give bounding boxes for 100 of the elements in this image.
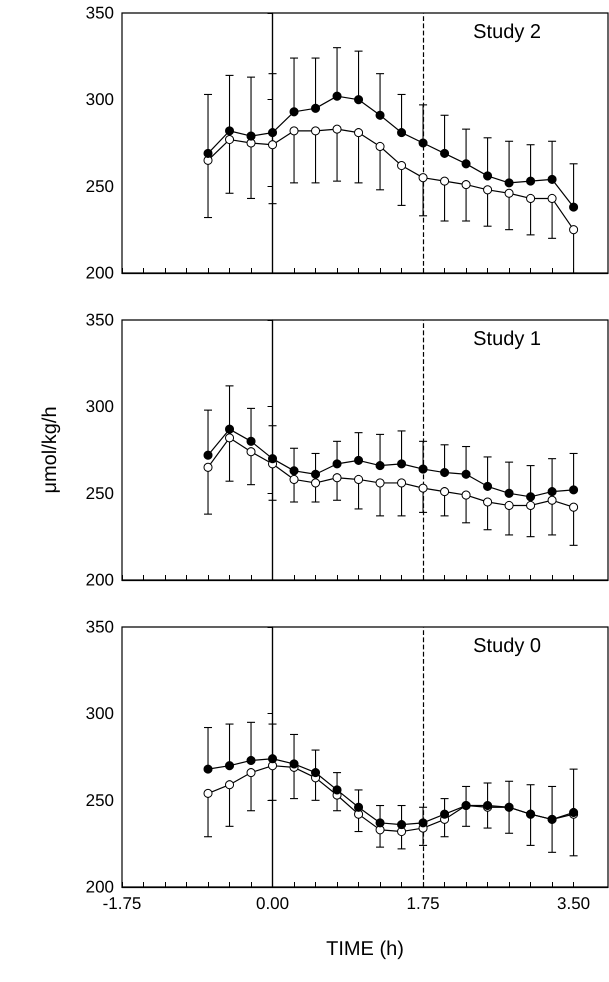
x-tick-label: -1.75 [102, 894, 142, 913]
point [440, 176, 450, 186]
point [332, 473, 342, 482]
y-tick-label: 300 [86, 704, 114, 724]
point [246, 447, 256, 456]
point [354, 128, 364, 138]
y-tick-label: 350 [86, 4, 114, 22]
y-tick-label: 300 [86, 397, 114, 416]
point [548, 487, 557, 496]
point [418, 818, 428, 828]
point [504, 188, 514, 198]
point [526, 176, 536, 186]
point [268, 140, 278, 150]
point [418, 484, 428, 493]
point [376, 110, 385, 120]
point [290, 466, 299, 476]
point [376, 818, 385, 828]
point [354, 802, 364, 812]
x-tick-label: 1.75 [406, 894, 440, 913]
point [311, 126, 320, 136]
point [332, 459, 342, 468]
point [483, 171, 492, 180]
y-axis-title: μmol/kg/h [39, 406, 61, 494]
point [268, 128, 278, 138]
point [548, 194, 557, 203]
point [332, 92, 342, 101]
x-tick-label: 0.00 [256, 894, 290, 913]
point [462, 180, 471, 190]
point [397, 820, 406, 830]
point [225, 424, 234, 434]
point [548, 174, 557, 184]
point [204, 148, 213, 158]
point [440, 148, 450, 158]
point [526, 194, 536, 203]
point [290, 126, 299, 136]
point [462, 470, 471, 479]
point [526, 500, 536, 510]
point [440, 468, 450, 478]
point [418, 138, 428, 148]
point [311, 470, 320, 479]
annotation: Study 2 [473, 21, 542, 43]
point [483, 498, 492, 506]
y-tick-label: 200 [86, 570, 114, 590]
point [440, 810, 450, 819]
y-tick-label: 200 [86, 264, 114, 282]
y-tick-label: 350 [86, 310, 114, 330]
point [290, 107, 299, 116]
point [332, 124, 342, 134]
point [204, 450, 213, 460]
point [462, 159, 471, 168]
point [548, 496, 557, 505]
point [311, 478, 320, 488]
annotation: Study 1 [473, 328, 542, 350]
y-tick-label: 200 [86, 878, 114, 896]
point [246, 756, 256, 765]
point [204, 788, 213, 798]
point [397, 459, 406, 468]
y-tick-label: 250 [86, 790, 114, 810]
point [376, 461, 385, 470]
x-tick-label: 3.50 [557, 894, 590, 913]
point [569, 225, 578, 234]
point [418, 464, 428, 474]
point [246, 436, 256, 446]
point [376, 142, 385, 151]
point [311, 104, 320, 113]
point [526, 492, 536, 502]
point [332, 785, 342, 794]
point [354, 95, 364, 104]
point [397, 128, 406, 138]
point [418, 173, 428, 182]
point [504, 488, 514, 498]
point [268, 454, 278, 464]
point [504, 500, 514, 510]
point [504, 178, 514, 188]
point [268, 754, 278, 764]
point [246, 132, 256, 141]
annotation: Study 0 [473, 635, 542, 657]
point [290, 474, 299, 484]
y-tick-label: 350 [86, 618, 114, 636]
point [225, 780, 234, 790]
point [569, 485, 578, 494]
point [225, 433, 234, 442]
y-tick-label: 300 [86, 90, 114, 110]
point [225, 135, 234, 144]
point [204, 764, 213, 774]
point [311, 768, 320, 778]
point [204, 462, 213, 472]
point [376, 478, 385, 488]
point [354, 474, 364, 484]
point [483, 185, 492, 194]
y-tick-label: 250 [86, 176, 114, 196]
point [397, 161, 406, 170]
point [569, 502, 578, 512]
point [290, 759, 299, 768]
point [569, 202, 578, 212]
y-tick-label: 250 [86, 484, 114, 503]
point [225, 761, 234, 770]
point [246, 768, 256, 778]
point [440, 487, 450, 496]
point [354, 456, 364, 465]
